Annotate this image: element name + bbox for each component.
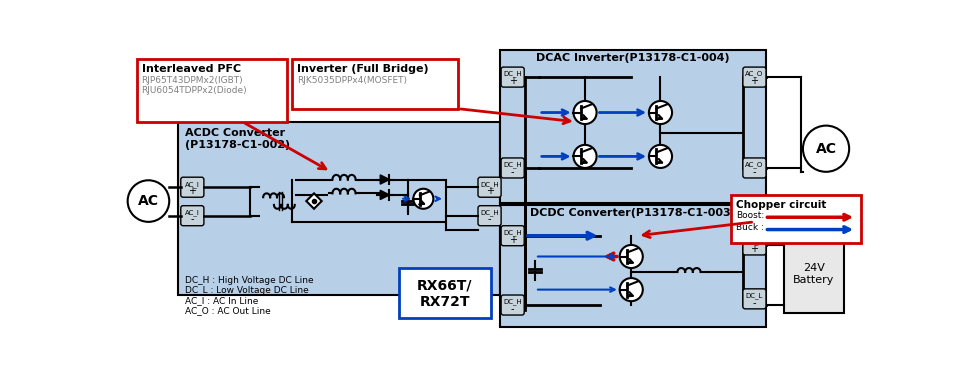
Text: DC_H : High Voltage DC Line: DC_H : High Voltage DC Line bbox=[184, 276, 314, 285]
Text: DC_H: DC_H bbox=[504, 70, 522, 77]
Text: DC_H: DC_H bbox=[481, 209, 499, 216]
Text: RX66T/
RX72T: RX66T/ RX72T bbox=[417, 278, 473, 308]
Text: +: + bbox=[509, 235, 516, 245]
Text: DC_H: DC_H bbox=[481, 181, 499, 188]
Bar bbox=[137, 59, 287, 122]
Text: -: - bbox=[510, 167, 514, 177]
Text: DC_H: DC_H bbox=[504, 162, 522, 168]
Text: Interleaved PFC: Interleaved PFC bbox=[142, 64, 240, 74]
FancyBboxPatch shape bbox=[180, 177, 204, 197]
Text: Buck :: Buck : bbox=[736, 223, 764, 232]
Bar bbox=[292, 59, 458, 109]
Circle shape bbox=[648, 145, 672, 168]
FancyBboxPatch shape bbox=[501, 295, 524, 315]
Text: DC_L: DC_L bbox=[746, 238, 763, 245]
Polygon shape bbox=[380, 190, 390, 200]
Text: DC_H: DC_H bbox=[504, 298, 522, 305]
Text: DCDC Converter(P13178-C1-003): DCDC Converter(P13178-C1-003) bbox=[531, 208, 736, 218]
Text: +: + bbox=[751, 244, 758, 254]
Text: AC_I: AC_I bbox=[185, 209, 200, 216]
Circle shape bbox=[648, 101, 672, 124]
FancyBboxPatch shape bbox=[743, 158, 766, 178]
FancyBboxPatch shape bbox=[743, 235, 766, 255]
Text: AC: AC bbox=[815, 142, 837, 156]
Text: AC_O : AC Out Line: AC_O : AC Out Line bbox=[184, 306, 270, 315]
Polygon shape bbox=[306, 193, 321, 209]
Circle shape bbox=[620, 245, 643, 268]
Bar bbox=[784, 236, 843, 313]
Text: RJP65T43DPMx2(IGBT): RJP65T43DPMx2(IGBT) bbox=[142, 76, 243, 85]
Text: DCAC Inverter(P13178-C1-004): DCAC Inverter(P13178-C1-004) bbox=[537, 53, 730, 63]
Text: AC_I : AC In Line: AC_I : AC In Line bbox=[184, 296, 258, 305]
Text: Chopper circuit: Chopper circuit bbox=[736, 200, 826, 210]
Text: +: + bbox=[509, 76, 516, 86]
Bar bbox=[500, 50, 766, 203]
Bar bbox=[179, 122, 500, 295]
FancyBboxPatch shape bbox=[501, 67, 524, 87]
Circle shape bbox=[573, 145, 596, 168]
Text: Boost:: Boost: bbox=[736, 211, 764, 220]
Text: ACDC Converter
(P13178-C1-002): ACDC Converter (P13178-C1-002) bbox=[184, 128, 290, 150]
Text: DC_L : Low Voltage DC Line: DC_L : Low Voltage DC Line bbox=[184, 286, 309, 295]
Bar bbox=[500, 205, 766, 327]
Text: AC_I: AC_I bbox=[185, 181, 200, 188]
FancyBboxPatch shape bbox=[478, 206, 501, 226]
Circle shape bbox=[127, 180, 169, 222]
Circle shape bbox=[803, 126, 849, 172]
Text: +: + bbox=[188, 186, 196, 196]
FancyBboxPatch shape bbox=[501, 226, 524, 246]
Circle shape bbox=[573, 101, 596, 124]
Text: Inverter (Full Bridge): Inverter (Full Bridge) bbox=[297, 64, 428, 74]
Text: DC_H: DC_H bbox=[504, 229, 522, 236]
FancyBboxPatch shape bbox=[743, 67, 766, 87]
FancyBboxPatch shape bbox=[180, 206, 204, 226]
Text: +: + bbox=[751, 76, 758, 86]
Text: +: + bbox=[485, 186, 493, 196]
Text: -: - bbox=[753, 298, 757, 308]
Text: AC_O: AC_O bbox=[745, 70, 763, 77]
Text: -: - bbox=[487, 214, 491, 225]
Text: DC_L: DC_L bbox=[746, 292, 763, 299]
FancyBboxPatch shape bbox=[478, 177, 501, 197]
Circle shape bbox=[413, 189, 433, 209]
Text: -: - bbox=[510, 304, 514, 314]
Text: AC: AC bbox=[138, 194, 159, 208]
Bar bbox=[731, 195, 861, 243]
Text: 24V
Battery: 24V Battery bbox=[793, 263, 835, 285]
FancyBboxPatch shape bbox=[501, 158, 524, 178]
Text: RJK5035DPPx4(MOSFET): RJK5035DPPx4(MOSFET) bbox=[297, 76, 407, 85]
FancyBboxPatch shape bbox=[743, 289, 766, 309]
Text: -: - bbox=[191, 214, 194, 225]
Text: RJU6054TDPPx2(Diode): RJU6054TDPPx2(Diode) bbox=[142, 85, 247, 95]
Text: AC_O: AC_O bbox=[745, 162, 763, 168]
Bar bbox=[399, 268, 491, 318]
Polygon shape bbox=[380, 175, 390, 184]
Circle shape bbox=[620, 278, 643, 301]
Text: -: - bbox=[753, 167, 757, 177]
